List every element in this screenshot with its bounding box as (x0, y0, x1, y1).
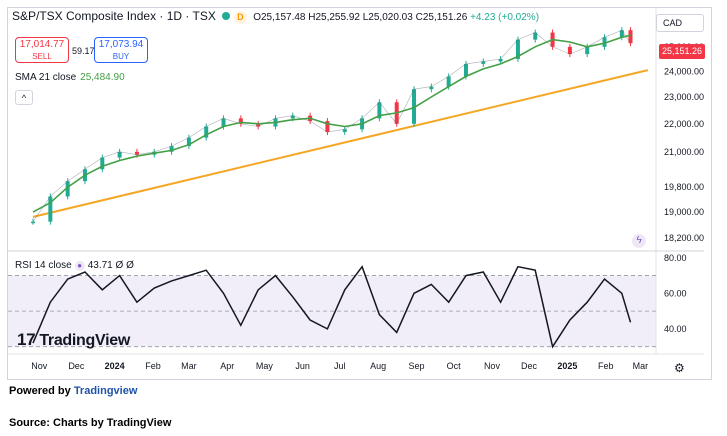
price-candle[interactable] (221, 118, 226, 127)
bolt-icon[interactable]: ϟ (632, 234, 646, 248)
time-axis-tick: Dec (521, 361, 538, 371)
rsi-settings-icon[interactable]: ● (74, 261, 85, 271)
price-axis-tick: 19,800.00 (664, 182, 704, 192)
buy-button[interactable]: 17,073.94 BUY (94, 37, 148, 63)
rsi-axis-tick: 40.00 (664, 324, 687, 334)
price-candle[interactable] (602, 37, 607, 47)
time-axis-tick: May (256, 361, 274, 371)
time-axis-tick: Jun (295, 361, 310, 371)
price-axis-tick: 18,200.00 (664, 233, 704, 243)
time-axis-tick: Mar (633, 361, 649, 371)
sma-value: 25,484.90 (80, 72, 125, 83)
sma-label: SMA 21 close (15, 72, 77, 83)
price-candle[interactable] (377, 102, 382, 119)
rsi-line[interactable] (32, 265, 632, 349)
rsi-axis-tick: 60.00 (664, 288, 687, 298)
price-candle[interactable] (169, 146, 174, 152)
price-candle[interactable] (65, 181, 70, 197)
trendline[interactable] (32, 69, 649, 218)
buy-price: 17,073.94 (98, 39, 144, 50)
powered-prefix: Powered by (9, 385, 71, 397)
low-value: L25,020.03 (362, 12, 413, 23)
time-axis-tick: Nov (31, 361, 48, 371)
time-axis-tick: Aug (370, 361, 386, 371)
time-axis-tick: Nov (484, 361, 501, 371)
sma-legend[interactable]: SMA 21 close 25,484.90 (15, 72, 125, 83)
settings-icon[interactable]: ⚙ (674, 361, 685, 375)
buy-label: BUY (112, 52, 130, 61)
sell-label: SELL (32, 52, 52, 61)
change-value: +4.23 (+0.02%) (470, 12, 540, 23)
price-axis-tick: 24,000.00 (664, 66, 704, 76)
time-axis-tick: Jul (334, 361, 346, 371)
price-candle[interactable] (585, 46, 590, 55)
tradingview-logo: 17 TradingView (17, 330, 130, 350)
time-axis-tick: Feb (145, 361, 161, 371)
spread-value: 59.17 (72, 46, 95, 56)
price-candle[interactable] (628, 30, 633, 44)
price-candle[interactable] (238, 118, 243, 124)
price-axis-tick: 22,000.00 (664, 119, 704, 129)
chart-header: S&P/TSX Composite Index · 1D · TSX D O25,… (12, 9, 539, 24)
rsi-label: RSI 14 close (15, 260, 72, 271)
tradingview-wordmark: TradingView (39, 332, 130, 349)
time-axis-tick: Dec (68, 361, 85, 371)
currency-selector[interactable]: CAD (656, 14, 704, 32)
price-candle[interactable] (48, 196, 53, 222)
price-candle[interactable] (290, 115, 295, 119)
sell-price: 17,014.77 (19, 39, 65, 50)
rsi-value: 43.71 (87, 260, 113, 271)
delayed-data-icon[interactable]: D (233, 11, 247, 24)
time-axis-tick: Sep (408, 361, 424, 371)
price-candle[interactable] (481, 61, 486, 64)
price-candle[interactable] (429, 86, 434, 90)
time-axis-tick: 2024 (105, 361, 125, 371)
price-candle[interactable] (412, 89, 417, 124)
time-axis-tick: Apr (220, 361, 234, 371)
price-candle[interactable] (498, 58, 503, 62)
price-candle[interactable] (117, 151, 122, 158)
tradingview-mark: 17 (17, 330, 36, 349)
price-candle[interactable] (446, 76, 451, 87)
time-axis-tick: Mar (181, 361, 197, 371)
open-value: O25,157.48 (253, 12, 306, 23)
time-axis-tick: 2025 (557, 361, 577, 371)
price-candle[interactable] (515, 39, 520, 59)
ohlc-readout: O25,157.48 H25,255.92 L25,020.03 C25,151… (253, 12, 539, 23)
rsi-extra: Ø Ø (115, 260, 134, 271)
price-axis-tick: 19,000.00 (664, 207, 704, 217)
price-candle[interactable] (463, 63, 468, 77)
price-candle[interactable] (567, 46, 572, 55)
price-line (32, 29, 631, 222)
price-candle[interactable] (256, 123, 261, 127)
last-price-label: 25,151.26 (659, 44, 705, 59)
price-axis-tick: 23,000.00 (664, 92, 704, 102)
rsi-axis-tick: 80.00 (664, 253, 687, 263)
price-axis-tick: 21,000.00 (664, 147, 704, 157)
price-candle[interactable] (325, 121, 330, 133)
price-candle[interactable] (204, 126, 209, 138)
sell-button[interactable]: 17,014.77 SELL (15, 37, 69, 63)
price-candle[interactable] (342, 129, 347, 133)
rsi-legend[interactable]: RSI 14 close ● 43.71 Ø Ø (15, 260, 134, 271)
high-value: H25,255.92 (308, 12, 360, 23)
price-candle[interactable] (186, 137, 191, 147)
price-candle[interactable] (100, 157, 105, 170)
price-candle[interactable] (619, 30, 624, 38)
price-candle[interactable] (134, 151, 139, 155)
symbol-title[interactable]: S&P/TSX Composite Index · 1D · TSX (12, 9, 216, 23)
time-axis-tick: Feb (598, 361, 614, 371)
time-axis-tick: Oct (447, 361, 462, 371)
source-note: Source: Charts by TradingView (9, 417, 172, 429)
market-open-icon (221, 12, 230, 20)
powered-by: Powered by Tradingview (9, 385, 137, 397)
price-candle[interactable] (31, 221, 36, 224)
tradingview-link[interactable]: Tradingview (73, 385, 138, 397)
close-value: C25,151.26 (415, 12, 468, 23)
chevron-up-icon[interactable]: ^ (15, 90, 33, 105)
sma-line[interactable] (32, 34, 631, 213)
price-candle[interactable] (533, 32, 538, 40)
